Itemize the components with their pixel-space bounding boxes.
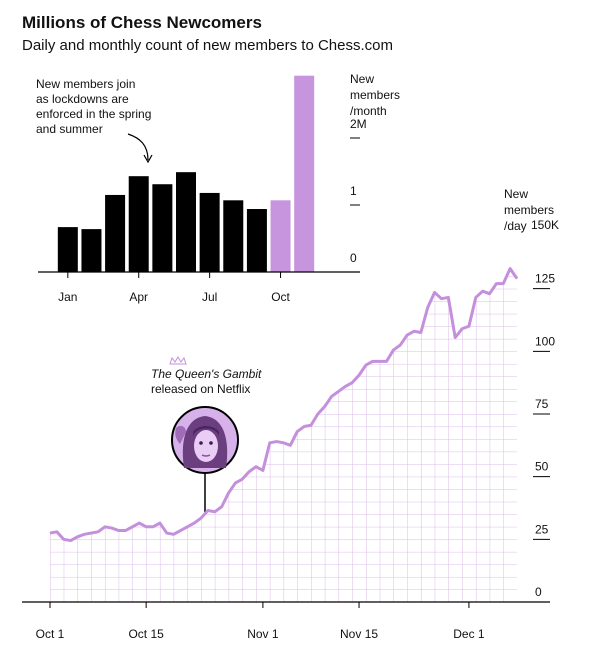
- bar: [105, 194, 126, 272]
- x-tick-label: Jan: [58, 290, 77, 304]
- x-tick-label: Dec 1: [453, 627, 485, 641]
- x-tick-label: Oct 1: [36, 627, 65, 641]
- bar: [57, 227, 78, 272]
- bar: [223, 200, 244, 272]
- x-tick-label: Apr: [129, 290, 148, 304]
- y-axis-title: /month: [350, 104, 387, 118]
- y-tick-label: 25: [535, 522, 549, 536]
- bar: [199, 192, 220, 272]
- bar: [81, 229, 102, 272]
- y-tick-label: 150K: [531, 218, 559, 232]
- bar: [246, 209, 267, 272]
- annotation: and summer: [36, 122, 103, 136]
- y-tick-label: 75: [535, 397, 549, 411]
- y-axis-title: /day: [504, 219, 527, 233]
- bar: [128, 176, 149, 272]
- y-tick-label: 0: [350, 251, 357, 265]
- annotation-arrow: [127, 133, 149, 161]
- arrow-head: [143, 154, 153, 164]
- y-tick-label: 50: [535, 460, 549, 474]
- annotation: released on Netflix: [151, 382, 250, 396]
- chart-title: Millions of Chess Newcomers: [22, 13, 262, 32]
- x-tick-label: Oct: [271, 290, 290, 304]
- portrait: [171, 406, 239, 474]
- annotation: New members join: [36, 77, 135, 91]
- x-tick-label: Jul: [202, 290, 217, 304]
- line: [49, 267, 519, 543]
- bar: [176, 172, 196, 272]
- bar: [152, 184, 173, 272]
- annotation: enforced in the spring: [36, 107, 151, 121]
- y-axis-title: members: [504, 203, 554, 217]
- annotation: The Queen's Gambit: [151, 367, 262, 381]
- y-tick-label: 1: [350, 184, 357, 198]
- y-tick-label: 100: [535, 334, 555, 348]
- x-tick-label: Oct 15: [128, 627, 164, 641]
- crown-icon: [169, 356, 187, 365]
- y-axis-title: New: [350, 72, 374, 86]
- bar: [294, 75, 315, 272]
- y-axis-title: members: [350, 88, 400, 102]
- annotation: as lockdowns are: [36, 92, 129, 106]
- y-tick-label: 0: [535, 585, 542, 599]
- y-tick-label: 125: [535, 272, 555, 286]
- chart-subtitle: Daily and monthly count of new members t…: [22, 37, 393, 54]
- area-grid: [50, 268, 517, 602]
- x-tick-label: Nov 15: [340, 627, 378, 641]
- y-axis-title: New: [504, 187, 528, 201]
- y-tick-label: 2M: [350, 117, 367, 131]
- x-tick-label: Nov 1: [247, 627, 279, 641]
- bar: [270, 200, 291, 272]
